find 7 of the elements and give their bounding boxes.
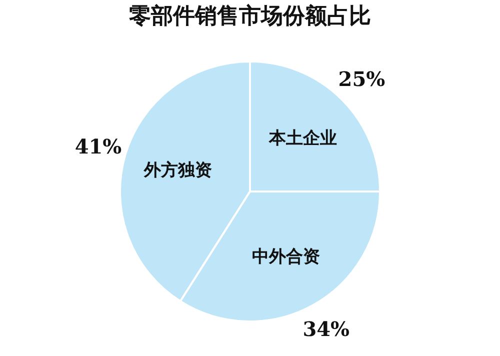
slice-label: 中外合资 <box>252 247 320 268</box>
data-label: 34% <box>302 316 350 341</box>
slice-label: 外方独资 <box>142 160 212 181</box>
data-label: 25% <box>338 66 386 91</box>
data-label: 41% <box>74 134 122 158</box>
slice-label: 本土企业 <box>268 128 338 148</box>
chart-title: 零部件销售市场份额占比 <box>129 3 371 29</box>
